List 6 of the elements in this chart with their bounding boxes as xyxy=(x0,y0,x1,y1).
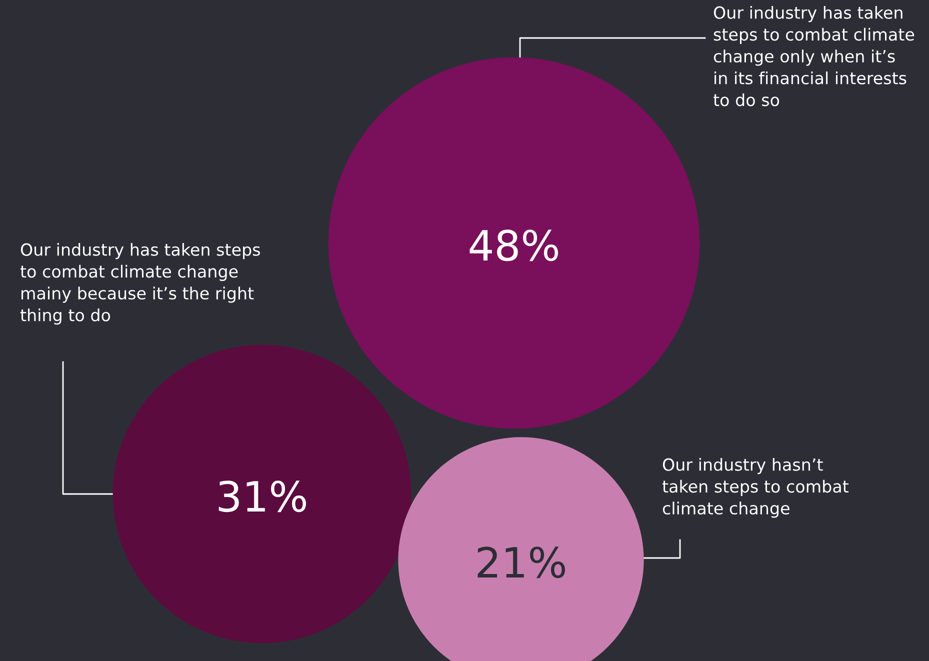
category-label: Our industry hasn’t taken steps to combat climate change xyxy=(662,458,848,518)
data-label: 31% xyxy=(218,480,306,512)
category-label: Our industry has taken steps to combat climate change mainy because it’s the right thing to do xyxy=(20,243,260,325)
data-label: 21% xyxy=(478,546,566,578)
category-label: Our industry has taken steps to combat climate change only when it’s in its financial interests to do so xyxy=(713,6,914,106)
data-label: 48% xyxy=(470,230,558,262)
